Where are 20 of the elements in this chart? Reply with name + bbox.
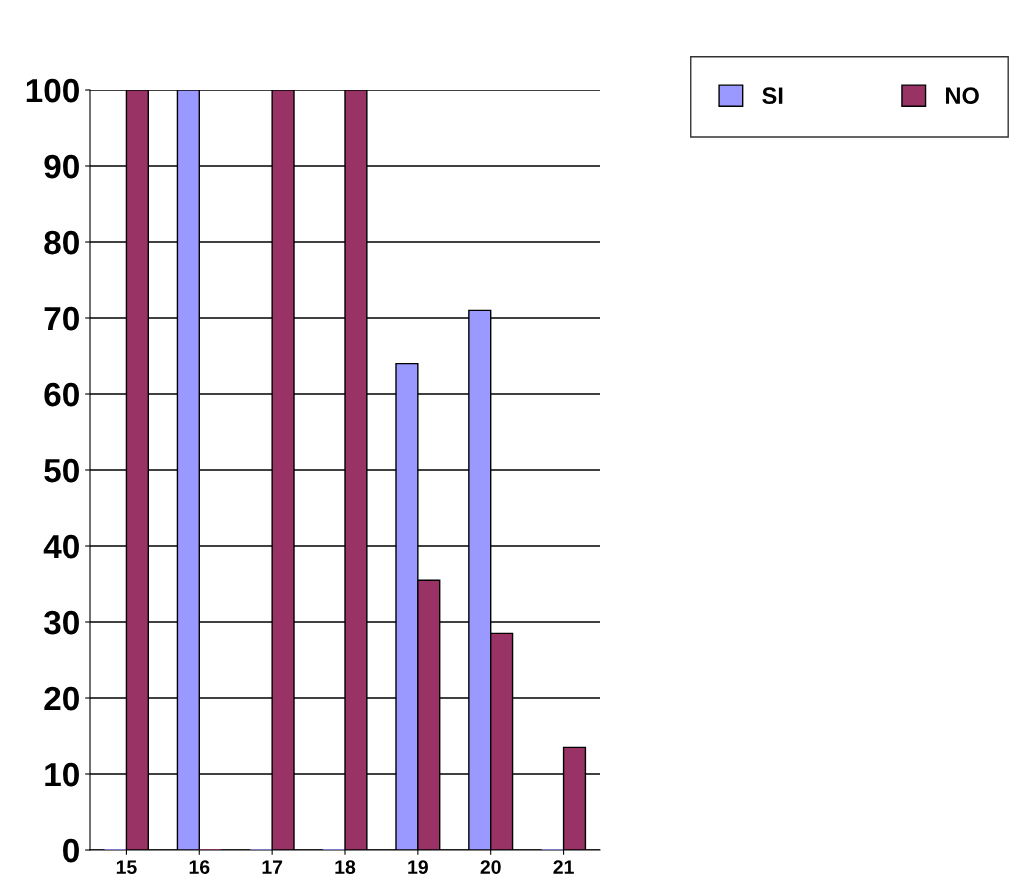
x-tick-label: 19 (408, 860, 428, 874)
y-tick-label: 50 (44, 458, 79, 483)
x-tick-label: 18 (335, 860, 356, 874)
y-tick-label: 30 (43, 610, 79, 635)
x-tick-label: 21 (553, 860, 574, 874)
y-tick-label: 40 (43, 534, 79, 559)
y-tick-label: 90 (44, 154, 79, 179)
legend-label: NO (946, 87, 979, 105)
y-tick-label: 80 (44, 230, 79, 255)
y-tick-label: 70 (44, 306, 79, 331)
x-tick-label: 20 (480, 860, 501, 874)
legend-label: SI (762, 87, 783, 105)
y-tick-label: 20 (44, 686, 79, 711)
y-tick-label: 0 (63, 838, 79, 863)
y-tick-label: 10 (45, 762, 79, 787)
x-tick-label: 15 (116, 860, 137, 874)
y-tick-label: 60 (44, 382, 79, 407)
y-tick-label: 100 (26, 78, 79, 103)
x-tick-label: 17 (262, 860, 283, 874)
x-tick-label: 16 (189, 860, 210, 874)
